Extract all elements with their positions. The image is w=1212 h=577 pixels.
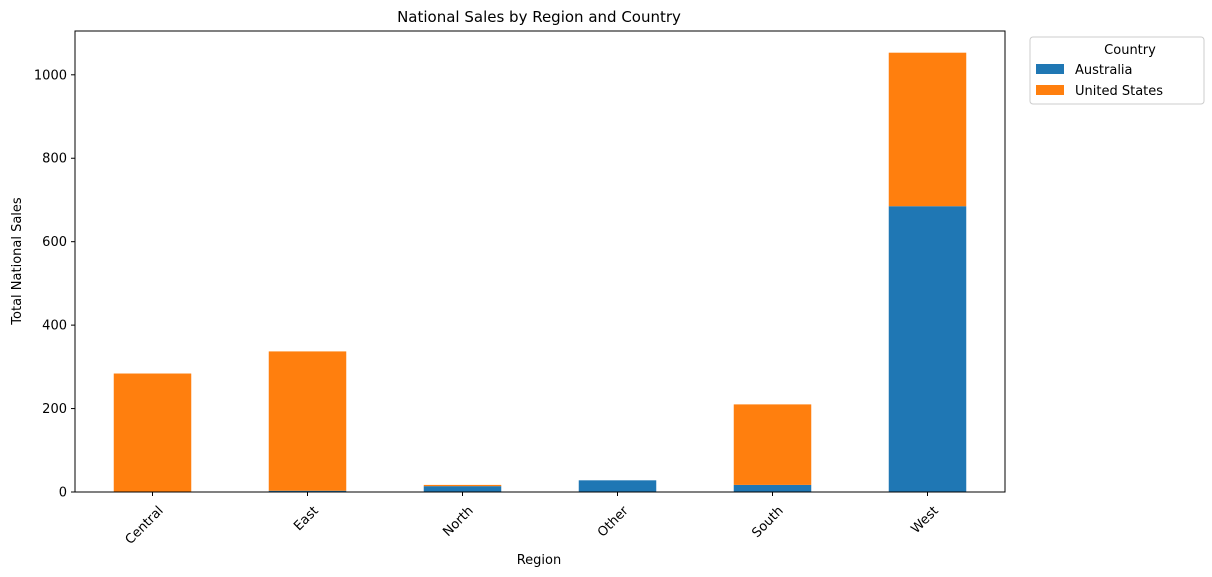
bar-south-united-states	[733, 404, 812, 485]
x-axis: Central East North Other South West	[123, 492, 942, 548]
bars-layer	[113, 52, 967, 492]
legend-items: Australia United States	[1036, 63, 1163, 99]
legend-swatch	[1036, 85, 1064, 95]
chart-title: National Sales by Region and Country	[397, 8, 681, 26]
bar-north-australia	[423, 486, 502, 492]
x-tick-label: East	[291, 504, 321, 534]
legend: Country Australia United States	[1029, 36, 1205, 105]
x-axis-label: Region	[517, 553, 562, 568]
bar-south-australia	[733, 484, 812, 492]
y-tick-label: 200	[42, 402, 67, 417]
legend-swatch	[1036, 64, 1064, 74]
plot-frame	[74, 30, 1006, 493]
legend-entry: Australia	[1075, 63, 1133, 78]
y-tick-label: 600	[42, 235, 67, 250]
bar-north-united-states	[423, 484, 502, 487]
bar-east-united-states	[268, 351, 347, 491]
bar-west-australia	[888, 206, 967, 492]
y-tick-label: 1000	[34, 68, 67, 83]
x-tick-label: Central	[123, 504, 167, 548]
bar-other-australia	[578, 480, 657, 492]
y-axis-label: Total National Sales	[10, 197, 25, 326]
bar-west-united-states	[888, 52, 967, 207]
x-tick-label: West	[908, 504, 941, 537]
y-axis: 0 200 400 600 800 1000	[34, 68, 75, 501]
legend-entry: United States	[1075, 84, 1163, 99]
bar-east-australia	[268, 490, 347, 492]
x-tick-label: Other	[595, 503, 632, 540]
y-tick-label: 400	[42, 319, 67, 334]
legend-frame	[1029, 36, 1205, 105]
x-tick-label: North	[440, 504, 476, 540]
x-tick-label: South	[749, 504, 786, 541]
y-tick-label: 800	[42, 152, 67, 167]
bar-central-united-states	[113, 373, 192, 492]
legend-title: Country	[1104, 43, 1156, 58]
y-tick-label: 0	[59, 486, 67, 501]
